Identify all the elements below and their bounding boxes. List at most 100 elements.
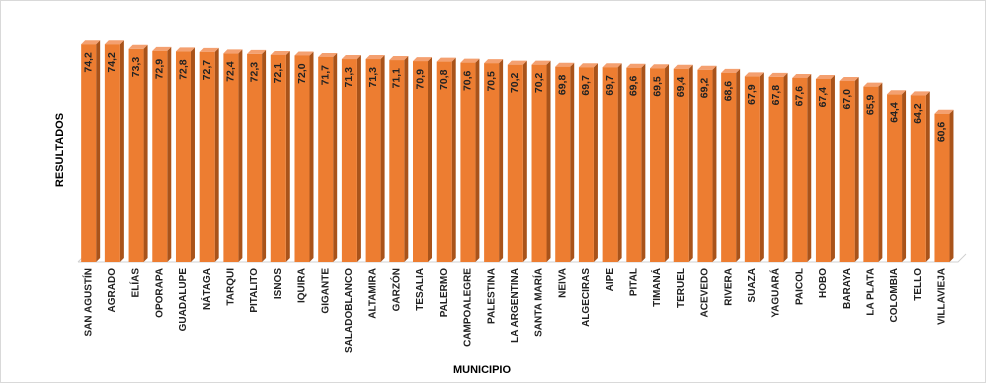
bar-top [839,77,859,82]
bar [863,86,879,262]
value-label: 72,0 [296,63,308,84]
value-label: 67,6 [794,86,806,107]
bar-side [143,44,148,263]
bar [507,64,523,262]
bar-top [365,55,385,60]
bar-side [333,52,338,262]
value-label: 69,2 [699,78,711,99]
value-label: 71,3 [343,67,355,88]
bar-side [593,63,598,263]
bar [697,69,713,262]
x-tick-label: AIPE [605,268,616,292]
bar-side [238,49,243,262]
y-axis-label: RESULTADOS [54,113,66,187]
bar-side [902,90,907,262]
bar-top [341,55,361,60]
bar-top [792,73,812,78]
bar-top [507,60,527,65]
bar-top [152,46,172,51]
value-label: 69,4 [675,77,687,98]
bar [555,66,571,262]
x-tick-label: NÁTAGA [200,268,213,310]
bar [887,94,903,262]
value-label: 70,2 [509,72,521,93]
value-label: 70,5 [485,71,497,92]
bar-top [555,62,575,67]
bar-top [673,64,693,69]
bar-top [934,109,954,114]
value-label: 71,7 [319,65,331,86]
bar-top [81,40,101,45]
bar-top [247,49,267,54]
bar-side [262,49,267,262]
bar [81,44,97,263]
x-tick-label: COLOMBIA [889,268,900,322]
bar [650,68,666,262]
bar-side [190,47,195,263]
x-tick-label: LA ARGENTINA [510,268,521,343]
value-label: 67,4 [817,87,829,108]
bar-top [104,40,124,45]
bar-side [380,55,385,262]
bar [531,64,547,262]
value-label: 67,0 [841,89,853,110]
bar-top [294,51,314,56]
x-tick-label: HOBO [818,268,829,298]
x-tick-label: SAN AGUSTÍN [81,268,94,337]
bar-top [199,47,219,52]
x-tick-label: TELLO [913,268,924,301]
bar [199,51,215,263]
bar-side [404,56,409,262]
bar-top [578,63,598,68]
bar [365,59,381,262]
bar-side [736,68,741,262]
bar-top [602,63,622,68]
bar [602,67,618,262]
value-label: 69,8 [557,75,569,96]
value-label: 72,4 [225,61,237,82]
bar-top [910,91,930,96]
bar-top [128,44,148,49]
bar-side [830,74,835,262]
x-tick-label: OPORAPA [154,268,165,318]
value-label: 67,9 [746,84,758,105]
bar-side [783,72,788,262]
x-tick-label: PALERMO [439,268,450,317]
value-label: 70,9 [414,69,426,90]
bar-top [270,50,290,55]
x-tick-label: ALGECIRAS [581,268,592,327]
bar-top [721,68,741,73]
bar [413,61,429,262]
value-label: 70,6 [462,70,474,91]
x-tick-label: PITALITO [249,268,260,313]
x-tick-label: YAGUARÁ [769,268,782,318]
bar [460,62,476,262]
value-label: 60,6 [936,122,948,143]
value-label: 69,7 [580,75,592,96]
bar-side [925,91,930,262]
bar-top [815,74,835,79]
bar-top [413,57,433,62]
bar [104,44,120,263]
bar-side [878,82,883,262]
bar [721,72,737,262]
x-tick-label: ELÍAS [129,268,142,298]
value-label: 74,2 [82,52,94,73]
x-tick-label: GARZÓN [389,268,402,311]
x-axis-label: MUNICIPIO [453,364,512,376]
bar-side [309,51,314,262]
bar-side [451,57,456,262]
x-tick-label: TARQUI [226,268,237,306]
bar-side [214,47,219,263]
bar [152,50,168,263]
bar [768,76,784,262]
bar-top [223,49,243,54]
bar [318,56,334,262]
bar-side [522,60,527,262]
x-tick-label: GIGANTE [320,268,331,314]
bar-top [626,63,646,68]
bar-side [807,73,812,262]
bar-side [688,64,693,262]
bar-top [460,58,480,63]
value-label: 70,8 [438,69,450,90]
